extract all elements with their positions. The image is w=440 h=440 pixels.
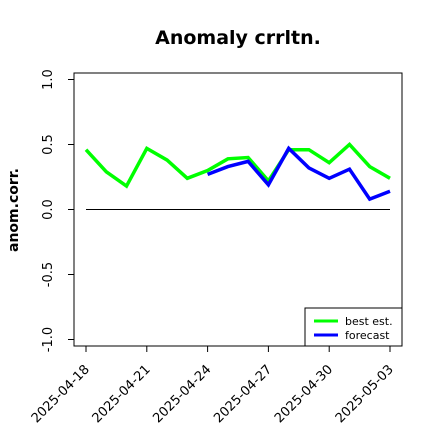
series-line-best-est xyxy=(84,142,391,189)
x-axis: 2025-04-182025-04-212025-04-242025-04-27… xyxy=(29,346,397,426)
series-line-forecast xyxy=(206,145,391,202)
y-tick-label: -1.0 xyxy=(41,327,56,352)
y-tick-label: 0.5 xyxy=(41,134,56,155)
x-tick-label: 2025-04-30 xyxy=(272,362,336,426)
x-tick-label: 2025-04-18 xyxy=(29,362,93,426)
legend-label-best-est: best est. xyxy=(345,315,393,328)
x-tick-label: 2025-05-03 xyxy=(333,362,397,426)
x-tick-label: 2025-04-21 xyxy=(90,362,154,426)
y-tick-label: 1.0 xyxy=(41,69,56,90)
legend-box xyxy=(304,307,403,347)
x-tick-label: 2025-04-27 xyxy=(211,362,275,426)
y-tick-label: -0.5 xyxy=(41,262,56,287)
y-axis: -1.0 -0.5 0.0 0.5 1.0 xyxy=(41,69,74,352)
chart-title: Anomaly crrltn. xyxy=(155,27,321,49)
legend-label-forecast: forecast xyxy=(345,329,390,342)
y-axis-label: anom.corr. xyxy=(6,168,22,252)
x-tick-label: 2025-04-24 xyxy=(150,362,214,426)
y-tick-label: 0.0 xyxy=(41,199,56,220)
legend: best est. forecast xyxy=(304,307,403,347)
series-layer xyxy=(84,142,391,202)
